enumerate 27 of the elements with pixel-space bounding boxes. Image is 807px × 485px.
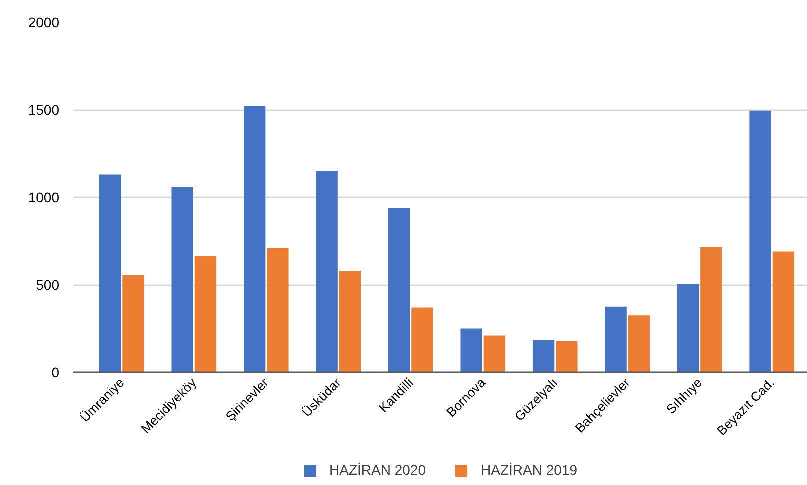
bar xyxy=(677,284,700,372)
y-tick-label: 1500 xyxy=(28,102,60,118)
bar xyxy=(122,275,144,372)
bar xyxy=(267,248,289,372)
bar xyxy=(750,110,772,372)
bar xyxy=(339,271,362,372)
bar xyxy=(460,328,482,372)
bar xyxy=(172,187,194,372)
bar xyxy=(484,336,506,372)
bar xyxy=(772,252,794,372)
y-tick-label: 1000 xyxy=(28,190,60,206)
bar xyxy=(194,256,217,372)
bar xyxy=(605,306,627,372)
bar xyxy=(244,106,266,372)
bar xyxy=(532,340,555,372)
legend-label: HAZİRAN 2020 xyxy=(330,462,426,478)
bar xyxy=(388,208,410,372)
y-tick-label: 0 xyxy=(52,364,60,380)
bar xyxy=(556,341,578,372)
legend-label: HAZİRAN 2019 xyxy=(481,462,578,478)
y-tick-label: 2000 xyxy=(28,14,60,30)
bar xyxy=(700,247,722,372)
bar xyxy=(628,316,650,372)
bar xyxy=(100,174,122,372)
bar xyxy=(412,308,434,372)
bar xyxy=(316,171,338,372)
y-tick-label: 500 xyxy=(36,277,60,293)
